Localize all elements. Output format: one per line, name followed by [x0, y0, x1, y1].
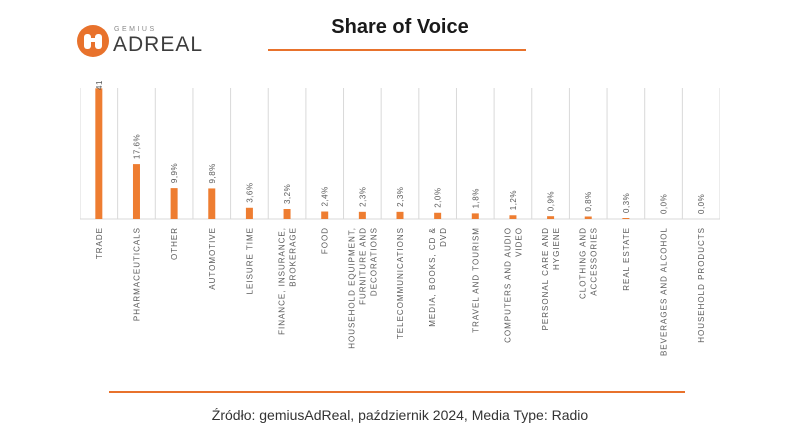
- bar-value-label: 3,6%: [245, 183, 254, 203]
- category-label: HOUSEHOLD PRODUCTS: [697, 227, 706, 343]
- bar-value-label: 2,3%: [358, 187, 367, 207]
- bar: [132, 164, 140, 219]
- category-label: FOOD: [321, 227, 330, 254]
- category-label: TRADE: [95, 227, 104, 259]
- bar-value-label: 2,0%: [434, 188, 443, 208]
- bar: [622, 218, 630, 219]
- bar-value-label: 2,3%: [396, 187, 405, 207]
- category-label: OTHER: [170, 227, 179, 260]
- category-label: DVD: [439, 227, 448, 247]
- bar: [245, 207, 253, 219]
- bar: [95, 88, 103, 219]
- bar-value-label: 0,9%: [547, 191, 556, 211]
- category-label: LEISURE TIME: [245, 227, 254, 294]
- category-label: CLOTHING AND: [579, 227, 588, 299]
- bar-value-label: 1,8%: [471, 188, 480, 208]
- category-label: HYGIENE: [552, 227, 561, 270]
- category-label: TELECOMMUNICATIONS: [396, 227, 405, 339]
- source-footer: Źródło: gemiusAdReal, październik 2024, …: [211, 407, 589, 423]
- category-label: PERSONAL CARE AND: [541, 227, 550, 330]
- category-label: MEDIA, BOOKS, CD &: [428, 227, 437, 327]
- logo-small-text: GEMIUS: [114, 26, 157, 33]
- page-title: Share of Voice: [331, 16, 469, 38]
- logo-big-text: ADREAL: [113, 33, 204, 56]
- bar: [170, 188, 178, 219]
- category-label: REAL ESTATE: [622, 227, 631, 291]
- category-label: COMPUTERS AND AUDIO: [503, 227, 512, 343]
- bar-value-label: 0,0%: [697, 194, 706, 214]
- category-label: PHARMACEUTICALS: [132, 227, 141, 321]
- bar: [434, 212, 442, 219]
- bar: [283, 209, 291, 219]
- bar-value-label: 9,8%: [208, 163, 217, 183]
- bar: [358, 211, 366, 219]
- title-underline: [268, 49, 526, 51]
- bar-value-label: 1,2%: [509, 190, 518, 210]
- category-label: HOUSEHOLD EQUIPMENT,: [347, 227, 356, 349]
- category-label: VIDEO: [514, 227, 523, 257]
- bar: [584, 216, 592, 219]
- bar: [208, 188, 216, 219]
- bar: [471, 213, 479, 219]
- share-of-voice-chart: 41,9% TRADE 17,6% PHARMACEUTICALS 9,9% OTHER 9…: [80, 80, 720, 356]
- category-label: FINANCE, INSURANCE,: [278, 227, 287, 335]
- category-label: BEVERAGES AND ALCOHOL: [660, 227, 669, 356]
- bar-value-label: 3,2%: [283, 184, 292, 204]
- bar-value-label: 41,9%: [95, 80, 104, 90]
- category-label: TRAVEL AND TOURISM: [471, 227, 480, 333]
- adreal-logo: GEMIUS ADREAL: [76, 18, 216, 62]
- bar-value-label: 2,4%: [321, 186, 330, 206]
- bar-value-label: 0,0%: [660, 194, 669, 214]
- bar-value-label: 17,6%: [132, 134, 141, 159]
- bar-value-label: 0,3%: [622, 193, 631, 213]
- category-label: BROKERAGE: [289, 227, 298, 287]
- category-label: ACCESSORIES: [590, 227, 599, 296]
- category-label: FURNITURE AND: [358, 227, 367, 305]
- bar: [547, 216, 555, 219]
- category-label: DECORATIONS: [369, 227, 378, 296]
- bar: [509, 215, 517, 219]
- bar-value-label: 9,9%: [170, 163, 179, 183]
- footer-rule: [109, 391, 685, 393]
- bar: [321, 211, 329, 219]
- bar-value-label: 0,8%: [584, 191, 593, 211]
- bar: [396, 211, 404, 219]
- binoculars-icon: [77, 25, 109, 57]
- category-label: AUTOMOTIVE: [208, 227, 217, 290]
